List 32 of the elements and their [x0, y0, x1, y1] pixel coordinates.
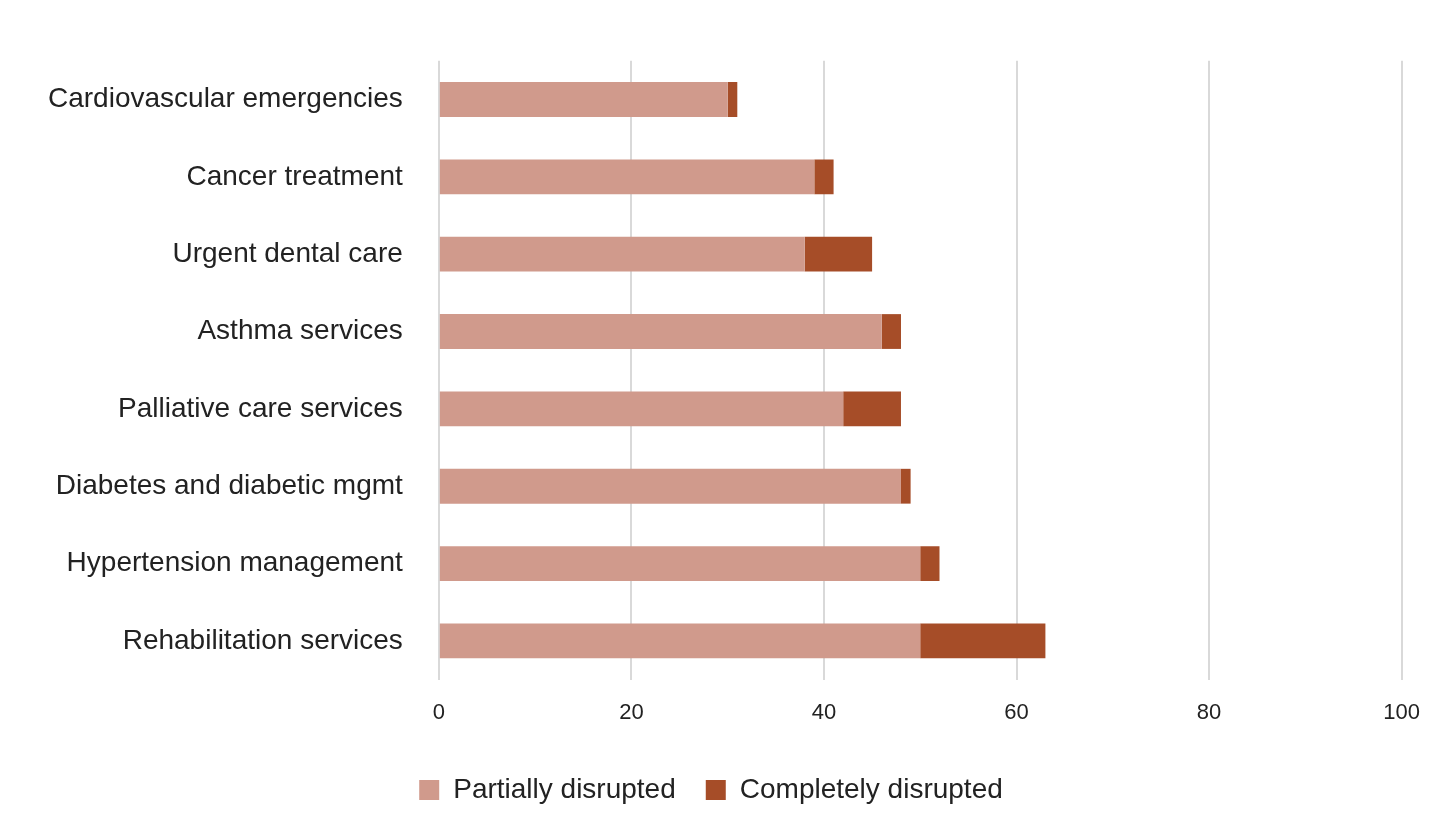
bar — [920, 623, 1046, 659]
x-tick-label: 80 — [1196, 698, 1222, 724]
x-tick-label: 20 — [619, 698, 644, 724]
legend-label: Completely disrupted — [739, 772, 1003, 804]
x-tick-label: 0 — [432, 698, 445, 724]
bar — [439, 314, 882, 349]
y-tick-label: Cancer treatment — [186, 159, 404, 191]
bar — [843, 391, 901, 427]
bar — [881, 314, 901, 349]
y-tick-label: Urgent dental care — [172, 236, 403, 268]
bar — [439, 391, 844, 427]
x-tick-label: 40 — [811, 698, 837, 724]
x-tick-label: 100 — [1383, 698, 1421, 724]
bar — [439, 159, 815, 195]
y-tick-label: Asthma services — [197, 314, 403, 346]
bar — [439, 623, 921, 659]
bar — [920, 546, 940, 581]
bar — [814, 159, 834, 195]
legend-label: Partially disrupted — [453, 772, 676, 804]
bar — [439, 82, 728, 117]
y-tick-label: Hypertension management — [66, 546, 404, 578]
y-tick-label: Diabetes and diabetic mgmt — [55, 468, 404, 500]
x-tick-label: 60 — [1004, 698, 1029, 724]
y-tick-label: Rehabilitation services — [122, 623, 403, 655]
bar — [900, 468, 911, 504]
bar — [439, 236, 805, 272]
bar — [727, 82, 738, 117]
bar — [439, 468, 901, 504]
y-tick-label: Palliative care services — [118, 391, 403, 423]
bar — [804, 236, 873, 272]
bar — [439, 546, 921, 581]
y-tick-label: Cardiovascular emergencies — [48, 82, 403, 114]
